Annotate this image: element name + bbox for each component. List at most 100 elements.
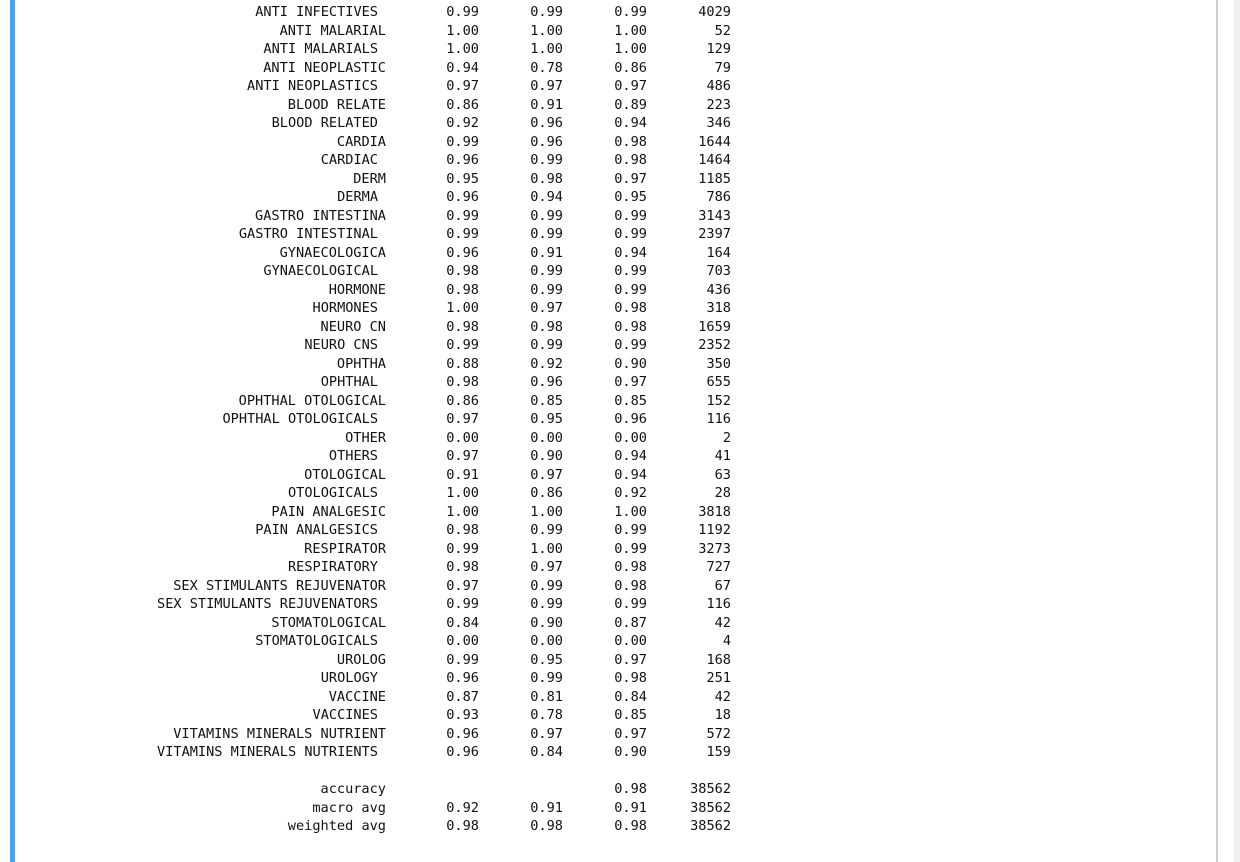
support-value: 38562 — [690, 818, 731, 834]
support-value: 1464 — [698, 152, 731, 168]
recall-value: 1.00 — [530, 503, 563, 520]
support-value: 786 — [706, 189, 731, 205]
f1-score-value: 0.99 — [614, 207, 647, 224]
recall-value: 0.99 — [530, 4, 563, 20]
table-row: OTHER 0.00 0.00 0.00 2 — [0, 430, 1210, 449]
support-value: 159 — [706, 744, 731, 760]
table-row: ANTI NEOPLASTIC 0.94 0.78 0.86 79 — [0, 60, 1210, 79]
support-value: 168 — [706, 651, 731, 668]
recall-value: 0.95 — [530, 411, 563, 427]
recall-value: 0.97 — [530, 725, 563, 742]
f1-score-value: 0.00 — [614, 633, 647, 649]
recall-value: 0.96 — [530, 115, 563, 131]
f1-score-value: 0.98 — [614, 559, 647, 575]
support-value: 4029 — [698, 4, 731, 20]
row-label: OPHTHAL OTOLOGICALS — [222, 411, 379, 427]
recall-value: 0.85 — [530, 392, 563, 409]
support-value: 2 — [722, 429, 731, 446]
f1-score-value: 1.00 — [614, 41, 647, 57]
row-label: OTOLOGICALS — [287, 485, 378, 501]
f1-score-value: 0.84 — [614, 688, 647, 705]
recall-value: 0.81 — [530, 688, 563, 705]
recall-value: 0.96 — [530, 374, 563, 390]
support-value: 703 — [706, 263, 731, 279]
row-label: HORMONES — [312, 300, 378, 316]
support-value: 1644 — [698, 133, 731, 150]
recall-value: 1.00 — [530, 41, 563, 57]
support-value: 727 — [706, 559, 731, 575]
precision-value: 0.99 — [446, 596, 479, 612]
support-value: 350 — [706, 355, 731, 372]
precision-value: 0.98 — [446, 559, 479, 575]
row-label: CARDIAC — [320, 152, 378, 168]
row-label: GYNAECOLOGICAL — [263, 263, 378, 279]
support-value: 38562 — [690, 799, 731, 816]
support-value: 42 — [714, 688, 731, 705]
table-row: OTOLOGICALS 1.00 0.86 0.92 28 — [0, 485, 1210, 504]
precision-value: 0.98 — [446, 818, 479, 834]
table-row: GYNAECOLOGICA 0.96 0.91 0.94 164 — [0, 245, 1210, 264]
row-label: VITAMINS MINERALS NUTRIENTS — [157, 744, 378, 760]
support-value: 116 — [706, 596, 731, 612]
row-label: PAIN ANALGESICS — [255, 522, 378, 538]
precision-value: 0.97 — [446, 411, 479, 427]
recall-value: 0.98 — [530, 818, 563, 834]
recall-value: 0.91 — [530, 96, 563, 113]
row-label: macro avg — [312, 799, 386, 816]
f1-score-value: 0.99 — [614, 540, 647, 557]
table-row: UROLOG 0.99 0.95 0.97 168 — [0, 652, 1210, 671]
table-row: SEX STIMULANTS REJUVENATOR 0.97 0.99 0.98 67 — [0, 578, 1210, 597]
table-row: RESPIRATOR 0.99 1.00 0.99 3273 — [0, 541, 1210, 560]
class-rows: ANTI INFECTIVES 0.99 0.99 0.99 4029 ANTI MALA… — [0, 4, 1210, 763]
precision-value: 0.96 — [446, 725, 479, 742]
f1-score-value: 0.94 — [614, 244, 647, 261]
table-row: OPHTHAL OTOLOGICALS 0.97 0.95 0.96 116 — [0, 411, 1210, 430]
f1-score-value: 0.97 — [614, 725, 647, 742]
row-label: UROLOGY — [320, 670, 378, 686]
row-label: OTHER — [345, 429, 386, 446]
f1-score-value: 0.90 — [614, 744, 647, 760]
f1-score-value: 0.91 — [614, 799, 647, 816]
row-label: DERMA — [337, 189, 378, 205]
table-row: STOMATOLOGICAL 0.84 0.90 0.87 42 — [0, 615, 1210, 634]
table-row: VACCINE 0.87 0.81 0.84 42 — [0, 689, 1210, 708]
support-value: 2352 — [698, 337, 731, 353]
precision-value: 0.92 — [446, 799, 479, 816]
table-row: ANTI NEOPLASTICS 0.97 0.97 0.97 486 — [0, 78, 1210, 97]
precision-value: 0.00 — [446, 633, 479, 649]
precision-value: 1.00 — [446, 485, 479, 501]
f1-score-value: 0.99 — [614, 596, 647, 612]
precision-value: 0.91 — [446, 466, 479, 483]
recall-value: 0.97 — [530, 300, 563, 316]
recall-value: 0.99 — [530, 207, 563, 224]
recall-value: 0.99 — [530, 522, 563, 538]
recall-value: 0.99 — [530, 263, 563, 279]
recall-value: 1.00 — [530, 22, 563, 39]
precision-value: 0.99 — [446, 540, 479, 557]
support-value: 67 — [714, 577, 731, 594]
table-row: ANTI INFECTIVES 0.99 0.99 0.99 4029 — [0, 4, 1210, 23]
precision-value: 0.99 — [446, 4, 479, 20]
table-row: OTHERS 0.97 0.90 0.94 41 — [0, 448, 1210, 467]
recall-value: 0.94 — [530, 189, 563, 205]
precision-value: 0.98 — [446, 522, 479, 538]
support-value: 42 — [714, 614, 731, 631]
precision-value: 0.88 — [446, 355, 479, 372]
support-value: 4 — [722, 633, 731, 649]
precision-value: 1.00 — [446, 300, 479, 316]
table-row: OPHTHAL OTOLOGICAL 0.86 0.85 0.85 152 — [0, 393, 1210, 412]
row-label: ANTI NEOPLASTICS — [247, 78, 378, 94]
precision-value: 0.98 — [446, 318, 479, 335]
table-row: GASTRO INTESTINA 0.99 0.99 0.99 3143 — [0, 208, 1210, 227]
f1-score-value: 0.96 — [614, 411, 647, 427]
vertical-scrollbar[interactable] — [1234, 0, 1240, 862]
table-row: RESPIRATORY 0.98 0.97 0.98 727 — [0, 559, 1210, 578]
row-label: ANTI MALARIALS — [263, 41, 378, 57]
support-value: 116 — [706, 411, 731, 427]
table-row: DERM 0.95 0.98 0.97 1185 — [0, 171, 1210, 190]
f1-score-value: 0.99 — [614, 263, 647, 279]
recall-value: 0.00 — [530, 633, 563, 649]
support-value: 655 — [706, 374, 731, 390]
recall-value: 0.91 — [530, 799, 563, 816]
